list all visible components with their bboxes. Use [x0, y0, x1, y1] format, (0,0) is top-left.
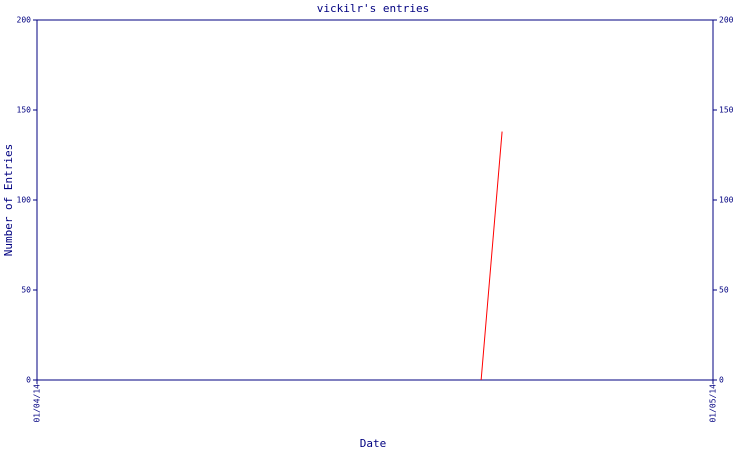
line — [480, 131, 503, 381]
y2-tick-label: 150 — [719, 106, 734, 115]
y-tick-label: 50 — [21, 286, 31, 295]
x-tick-label: 01/04/14 — [33, 384, 42, 423]
y-tick-label: 100 — [17, 196, 32, 205]
y2-tick-label: 0 — [719, 376, 724, 385]
y2-tick-label: 100 — [719, 196, 734, 205]
y-tick-label: 0 — [26, 376, 31, 385]
chart-title: vickilr's entries — [317, 2, 430, 15]
y-axis-label: Number of Entries — [2, 144, 15, 257]
x-axis-label: Date — [360, 437, 387, 450]
y2-tick-label: 50 — [719, 286, 729, 295]
y-tick-label: 200 — [17, 16, 32, 25]
y2-tick-label: 200 — [719, 16, 734, 25]
x-tick-label: 01/05/14 — [709, 384, 718, 423]
plot-frame — [36, 19, 714, 381]
y-tick-label: 150 — [17, 106, 32, 115]
